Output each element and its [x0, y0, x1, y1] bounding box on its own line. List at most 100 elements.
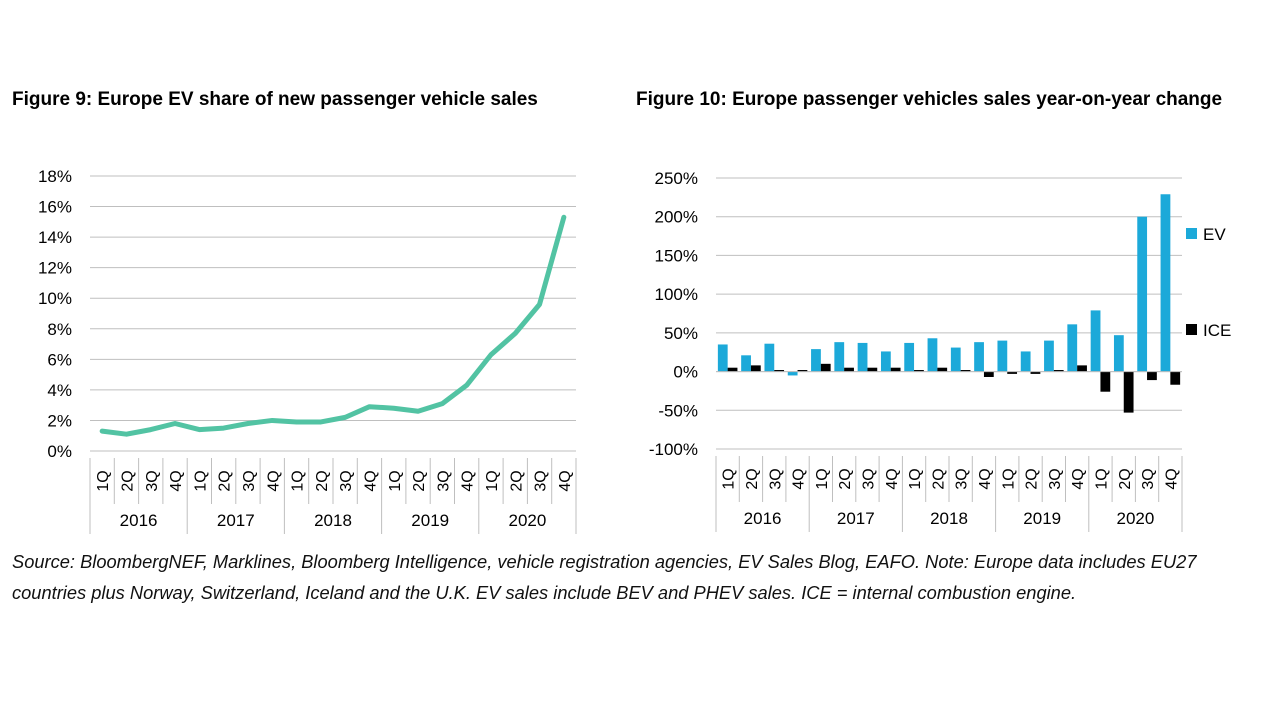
ev-bar — [997, 340, 1008, 372]
y-tick-label: 8% — [47, 320, 72, 339]
legend-swatch-ice — [1186, 324, 1197, 335]
y-tick-label: 14% — [38, 228, 72, 247]
x-quarter-label: 1Q — [484, 470, 501, 491]
x-year-label: 2019 — [411, 511, 449, 530]
x-quarter-label: 3Q — [1047, 468, 1064, 489]
x-quarter-label: 4Q — [1070, 468, 1087, 489]
ev-bar — [1020, 351, 1031, 372]
x-quarter-label: 4Q — [362, 470, 379, 491]
x-quarter-label: 3Q — [241, 470, 258, 491]
y-tick-label: 6% — [47, 350, 72, 369]
y-tick-label: 2% — [47, 411, 72, 430]
ev-bar — [974, 342, 984, 372]
ev-bar — [811, 349, 821, 372]
x-quarter-label: 3Q — [338, 470, 355, 491]
y-tick-label: 100% — [655, 285, 698, 304]
x-quarter-label: 1Q — [1093, 468, 1110, 489]
x-quarter-label: 3Q — [144, 470, 161, 491]
ice-bar — [1100, 371, 1111, 392]
x-year-label: 2016 — [744, 509, 782, 528]
x-quarter-label: 2Q — [508, 470, 525, 491]
x-quarter-label: 3Q — [435, 470, 452, 491]
x-year-label: 2018 — [930, 509, 968, 528]
ev-bar — [1160, 194, 1171, 372]
ice-bar — [867, 367, 878, 372]
x-quarter-label: 3Q — [533, 470, 550, 491]
ev-bar — [1067, 324, 1078, 372]
ev-bar — [1113, 335, 1124, 372]
y-tick-label: 150% — [655, 246, 698, 265]
x-quarter-label: 4Q — [791, 468, 808, 489]
y-tick-label: 250% — [655, 169, 698, 188]
x-quarter-label: 4Q — [557, 470, 574, 491]
y-tick-label: 4% — [47, 381, 72, 400]
ice-bar — [797, 370, 808, 372]
x-quarter-label: 1Q — [290, 470, 307, 491]
ice-bar — [1053, 370, 1064, 372]
x-quarter-label: 4Q — [265, 470, 282, 491]
x-quarter-label: 1Q — [1000, 468, 1017, 489]
x-quarter-label: 2Q — [837, 468, 854, 489]
ice-bar — [937, 367, 948, 372]
ice-bar — [1077, 365, 1087, 372]
x-quarter-label: 4Q — [168, 470, 185, 491]
x-quarter-label: 3Q — [1140, 468, 1157, 489]
ev-bar — [741, 355, 751, 372]
ice-bar — [1123, 371, 1134, 413]
x-quarter-label: 1Q — [721, 468, 738, 489]
ev-bar — [880, 351, 891, 372]
y-tick-label: 16% — [38, 198, 72, 217]
ice-bar — [1147, 371, 1157, 381]
yoy-change-bar-chart: -100% -50% 0% 50% 100% 150% 200% 250% 1Q 2Q 3Q 4Q 1Q… — [649, 169, 1231, 532]
x-quarter-label: 4Q — [977, 468, 994, 489]
ev-bar — [857, 342, 868, 372]
x-year-label: 2016 — [120, 511, 158, 530]
x-quarter-label: 1Q — [907, 468, 924, 489]
ev-bar — [1044, 340, 1054, 372]
x-year-label: 2017 — [217, 511, 255, 530]
x-quarter-label: 2Q — [119, 470, 136, 491]
x-quarter-label: 4Q — [1163, 468, 1180, 489]
ice-bar — [820, 363, 831, 372]
y-tick-label: 0% — [673, 363, 698, 382]
y-tick-label: 12% — [38, 259, 72, 278]
x-quarter-label: 3Q — [767, 468, 784, 489]
ice-bar — [1030, 371, 1041, 374]
x-quarter-label: 2Q — [930, 468, 947, 489]
ev-bar — [1137, 216, 1148, 372]
ice-bar — [960, 370, 971, 372]
x-quarter-label: 1Q — [387, 470, 404, 491]
x-quarter-label: 1Q — [95, 470, 112, 491]
legend-swatch-ev — [1186, 228, 1197, 239]
ice-bar — [890, 367, 901, 372]
figure-10-title: Figure 10: Europe passenger vehicles sal… — [636, 89, 1223, 110]
ev-bar — [1090, 310, 1101, 372]
x-quarter-label: 2Q — [744, 468, 761, 489]
ev-bar — [787, 371, 798, 376]
y-tick-label: 0% — [47, 442, 72, 461]
ice-bar — [1007, 371, 1018, 374]
legend-label-ice: ICE — [1203, 321, 1231, 340]
ev-bar — [950, 347, 961, 372]
ev-share-line-chart: 0% 2% 4% 6% 8% 10% 12% 14% 16% 18% 1Q 2Q 3Q 4Q 1Q 2Q 3Q 4… — [38, 167, 577, 534]
ev-bar — [764, 343, 775, 372]
x-quarter-label: 2Q — [217, 470, 234, 491]
x-quarter-label: 4Q — [460, 470, 477, 491]
x-quarter-label: 2Q — [1024, 468, 1041, 489]
ev-bar — [927, 338, 938, 372]
ice-bar — [1170, 371, 1181, 385]
ice-bar — [983, 371, 994, 377]
x-year-label: 2017 — [837, 509, 875, 528]
ice-bar — [727, 367, 738, 372]
x-year-label: 2019 — [1023, 509, 1061, 528]
x-year-label: 2020 — [508, 511, 546, 530]
x-quarter-label: 2Q — [1117, 468, 1134, 489]
ev-bar — [834, 342, 845, 372]
y-tick-label: 200% — [655, 208, 698, 227]
ice-bar — [750, 365, 761, 372]
x-year-label: 2020 — [1116, 509, 1154, 528]
ice-bar — [914, 370, 924, 372]
y-tick-label: -50% — [658, 401, 698, 420]
ice-bar — [844, 367, 854, 372]
y-tick-label: 50% — [664, 324, 698, 343]
